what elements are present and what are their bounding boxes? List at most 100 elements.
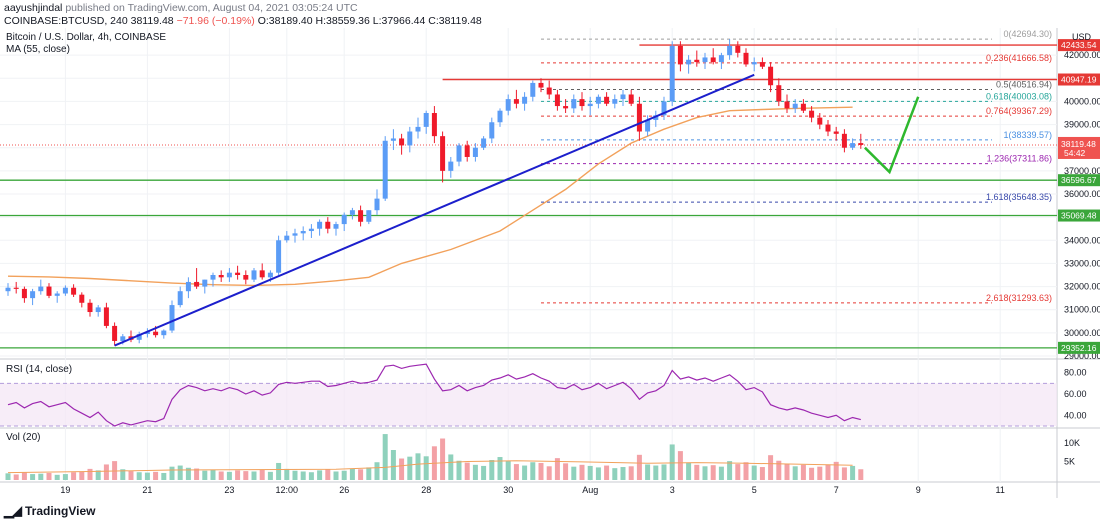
- candle: [390, 129, 396, 151]
- last-price: 38119.48: [130, 15, 174, 27]
- candle: [349, 207, 355, 220]
- fibonacci-level-label: 0.236(41666.58): [986, 53, 1052, 63]
- volume-bar: [661, 464, 667, 480]
- volume-bar: [390, 450, 396, 480]
- candle-body: [841, 133, 847, 148]
- volume-ma-line: [7, 460, 853, 474]
- candle-body: [120, 336, 126, 341]
- candle: [284, 231, 290, 243]
- candle-body: [817, 117, 823, 125]
- candle: [800, 99, 806, 113]
- volume-bar: [604, 465, 610, 480]
- candle-body: [784, 101, 790, 109]
- volume-bar: [358, 469, 364, 480]
- candle-body: [456, 145, 462, 162]
- support-price-tag: [1058, 209, 1100, 222]
- candle-body: [153, 331, 159, 336]
- candle: [325, 217, 331, 234]
- volume-bar: [79, 471, 85, 480]
- candle-body: [579, 99, 585, 107]
- time-axis-label: 26: [339, 485, 349, 495]
- volume-bar: [497, 457, 503, 480]
- volume-bar: [735, 464, 741, 480]
- volume-bar: [620, 467, 626, 480]
- candle: [177, 286, 183, 308]
- candle: [686, 55, 692, 74]
- author-name[interactable]: aayushjindal: [4, 2, 63, 14]
- candle-body: [718, 55, 724, 63]
- candle-body: [71, 287, 77, 295]
- volume-bar: [809, 467, 815, 480]
- volume-bar: [366, 467, 372, 480]
- tradingview-logo[interactable]: ▁◢ TradingView: [4, 503, 95, 519]
- candle-body: [300, 231, 306, 234]
- candle-body: [702, 57, 708, 63]
- candle-body: [792, 103, 798, 109]
- volume-bar: [38, 473, 44, 480]
- price-axis-label: 36000.00: [1064, 189, 1100, 199]
- candle-body: [341, 214, 347, 225]
- volume-bar: [653, 465, 659, 480]
- candle-body: [169, 305, 175, 331]
- candle-body: [636, 103, 642, 132]
- candle: [481, 136, 487, 151]
- candle: [677, 41, 683, 72]
- candle: [595, 94, 601, 109]
- candle-body: [235, 272, 241, 275]
- candle-body: [366, 210, 372, 222]
- candle: [727, 39, 733, 60]
- time-axis-label: 28: [421, 485, 431, 495]
- candle-body: [382, 140, 388, 199]
- candle-body: [759, 62, 765, 67]
- volume-bar: [194, 468, 200, 480]
- volume-bar: [694, 464, 700, 480]
- candle-body: [194, 281, 200, 287]
- time-axis-label: 3: [670, 485, 675, 495]
- candle: [103, 302, 109, 329]
- volume-bar: [161, 472, 167, 480]
- volume-bar: [850, 465, 856, 480]
- candle: [366, 210, 372, 225]
- time-axis-label: 30: [503, 485, 513, 495]
- candle-body: [833, 131, 839, 134]
- candle: [308, 224, 314, 238]
- candle-body: [653, 115, 659, 120]
- volume-bar: [317, 470, 323, 480]
- candle: [661, 96, 667, 120]
- candle-body: [5, 287, 11, 292]
- candle: [415, 117, 421, 139]
- candle: [809, 106, 815, 123]
- candle-body: [448, 161, 454, 171]
- resistance-price-tag: [1058, 39, 1100, 52]
- price-axis-label: 31000.00: [1064, 305, 1100, 315]
- fibonacci-level-label: 0.764(39367.29): [986, 106, 1052, 116]
- candle-body: [374, 198, 380, 211]
- candle: [374, 189, 380, 215]
- resistance-price-label: 40947.19: [1061, 75, 1097, 85]
- volume-bar: [210, 470, 216, 480]
- volume-bar: [415, 453, 421, 480]
- candle-body: [858, 143, 864, 145]
- volume-bar: [743, 462, 749, 480]
- volume-bar: [407, 456, 413, 480]
- candle-body: [390, 138, 396, 141]
- candle-body: [768, 66, 774, 86]
- symbol-label: COINBASE:BTCUSD, 240: [4, 15, 128, 27]
- candle: [136, 331, 142, 344]
- support-price-label: 29352.16: [1061, 343, 1097, 353]
- candle: [505, 94, 511, 116]
- volume-bar: [120, 469, 126, 480]
- volume-bar: [522, 465, 528, 480]
- time-axis-label: 9: [916, 485, 921, 495]
- volume-bar: [710, 465, 716, 480]
- candle: [185, 277, 191, 299]
- candle: [825, 119, 831, 137]
- candle-body: [530, 82, 536, 97]
- volume-bar: [13, 474, 19, 480]
- candle: [341, 212, 347, 232]
- volume-bar: [538, 462, 544, 480]
- candle: [456, 143, 462, 167]
- volume-indicator-label: Vol (20): [6, 432, 40, 443]
- price-chart[interactable]: 0(42694.30) 0.236(41666.58) 0.5(40516.94) 0…: [0, 28, 1100, 498]
- support-price-label: 36596.67: [1061, 175, 1097, 185]
